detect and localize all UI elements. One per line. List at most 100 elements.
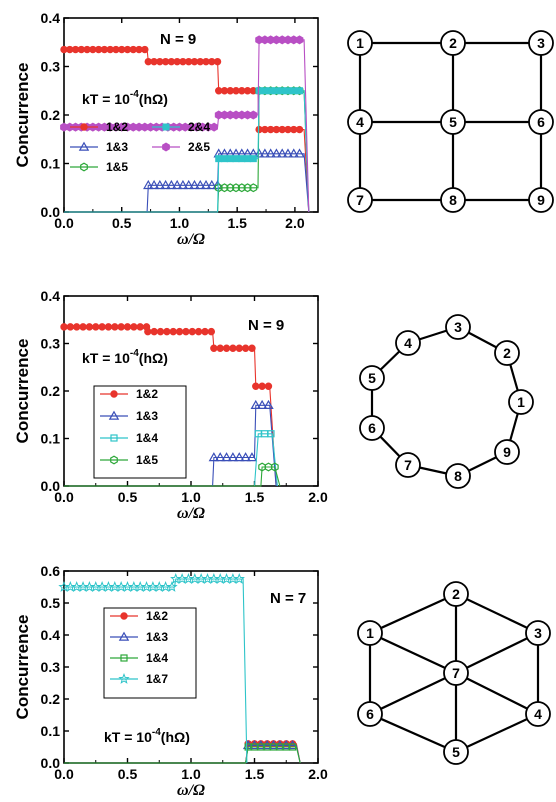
- node-circle: [443, 660, 469, 686]
- legend-marker: [120, 612, 128, 620]
- data-point: [249, 183, 258, 193]
- lattice-edge: [369, 672, 457, 715]
- lattice-node: 4: [347, 109, 373, 135]
- y-tick-label: 0.3: [41, 659, 61, 675]
- x-tick-label: 0.0: [54, 215, 74, 231]
- series-line: [64, 746, 301, 764]
- y-tick-label: 0.0: [41, 755, 61, 771]
- series-1&4: [64, 743, 301, 764]
- legend-label: 1&5: [106, 160, 128, 174]
- series-2&5: [60, 35, 310, 213]
- legend-marker: [110, 455, 118, 465]
- lattice-node: 7: [443, 660, 469, 686]
- legend-entry-1&2: 1&2: [110, 609, 168, 623]
- lattice-edge: [455, 632, 539, 674]
- data-point: [255, 739, 267, 750]
- legend: 1&2 1&3 1&4 1&7: [103, 607, 197, 699]
- data-point: [265, 148, 276, 158]
- data-point: [249, 155, 257, 163]
- data-point: [171, 179, 183, 190]
- temperature-annotation: kT = 10-4(hΩ): [82, 89, 168, 107]
- series-1&3: [64, 148, 310, 213]
- data-point: [246, 452, 258, 462]
- lattice-node: 8: [440, 187, 466, 213]
- x-tick-label: 1.0: [181, 766, 201, 782]
- legend-entry-1&3: 1&3: [70, 140, 128, 154]
- legend-marker: [80, 123, 88, 131]
- lattice-node: 2: [494, 340, 520, 366]
- node-label: 9: [503, 444, 511, 460]
- data-point: [141, 45, 149, 54]
- y-tick-label: 0.5: [41, 595, 61, 611]
- data-point: [295, 125, 304, 134]
- node-label: 4: [534, 706, 542, 722]
- node-circle: [347, 30, 373, 56]
- lattice-node: 8: [445, 463, 471, 489]
- data-point: [189, 179, 200, 190]
- y-axis-label: Concurrence: [13, 615, 32, 720]
- data-point: [98, 323, 106, 331]
- legend-marker: [162, 123, 170, 131]
- legend-label: 1&7: [146, 672, 168, 686]
- node-label: 9: [537, 192, 545, 208]
- data-point: [148, 179, 160, 190]
- node-label: 7: [356, 192, 364, 208]
- data-point: [267, 87, 275, 95]
- data-point: [290, 87, 298, 95]
- lattice-node: 3: [528, 30, 554, 56]
- data-point: [79, 323, 87, 331]
- data-point: [263, 399, 274, 409]
- data-point: [258, 382, 266, 390]
- legend-entry-1&2: 1&2: [100, 387, 158, 401]
- node-label: 2: [452, 586, 460, 602]
- data-point: [267, 430, 275, 438]
- y-axis-label: Concurrence: [13, 63, 32, 168]
- chart-panel-1: 0.0 0.5 1.0 1.5 2.0 0.0 0.1 0.2 0.3 0.4 Concurrenc…: [13, 10, 319, 248]
- node-circle: [443, 739, 469, 765]
- data-point: [249, 110, 258, 120]
- data-point: [270, 462, 279, 472]
- y-tick-label: 0.3: [41, 59, 61, 75]
- data-point: [296, 87, 304, 95]
- lattice-node: 5: [440, 109, 466, 135]
- lattice-node: 3: [445, 314, 471, 340]
- x-tick-label: 2.0: [308, 766, 328, 782]
- data-point: [238, 155, 246, 163]
- x-tick-label: 1.0: [181, 489, 201, 505]
- node-circle: [445, 463, 471, 489]
- series-line: [64, 153, 310, 213]
- data-point: [207, 327, 216, 336]
- data-point: [216, 344, 224, 352]
- data-point: [278, 87, 286, 95]
- node-circle: [359, 415, 385, 441]
- x-tick-label: 1.0: [170, 215, 190, 231]
- data-point: [248, 344, 256, 352]
- lattice-node: 1: [347, 30, 373, 56]
- data-point: [163, 327, 171, 336]
- node-label: 1: [356, 35, 364, 51]
- legend-marker: [110, 434, 118, 442]
- y-tick-label: 0.1: [41, 723, 61, 739]
- legend-entry-1&5: 1&5: [70, 160, 128, 174]
- x-tick-label: 2.0: [308, 489, 328, 505]
- node-label: 3: [454, 319, 462, 335]
- lattice-node: 6: [359, 415, 385, 441]
- node-label: 2: [449, 35, 457, 51]
- data-point: [195, 179, 206, 190]
- node-label: 4: [356, 114, 364, 130]
- node-circle: [395, 330, 421, 356]
- y-tick-label: 0.2: [41, 107, 61, 123]
- series-2&4: [64, 87, 310, 213]
- data-point: [183, 179, 194, 190]
- legend-marker: [110, 390, 118, 398]
- data-point: [221, 452, 232, 462]
- lattice-node: 1: [357, 620, 383, 646]
- data-point: [229, 344, 237, 352]
- data-point: [222, 344, 231, 352]
- node-label: 1: [366, 625, 374, 641]
- legend-entry-1&4: 1&4: [110, 651, 168, 665]
- x-axis-label: ω/Ω: [177, 505, 205, 522]
- data-point: [182, 327, 190, 336]
- data-point: [208, 452, 220, 462]
- series-1&5: [64, 462, 281, 487]
